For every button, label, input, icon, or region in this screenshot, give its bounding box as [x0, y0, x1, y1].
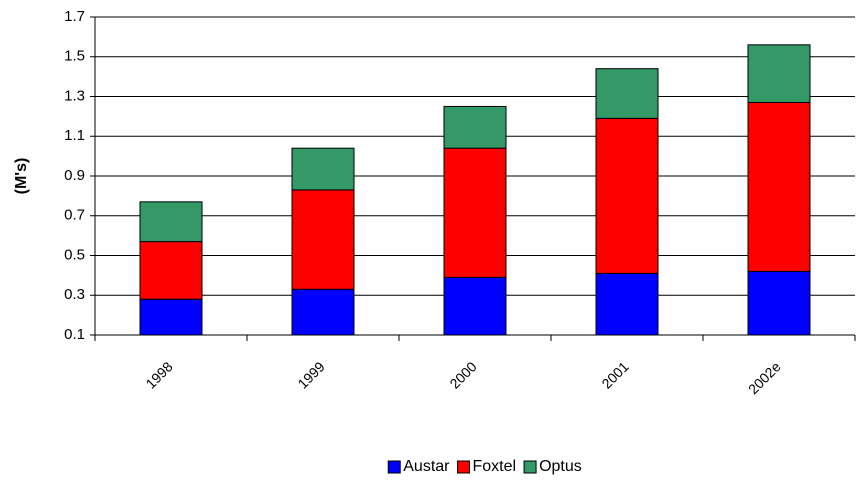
legend-label: Foxtel [472, 458, 516, 475]
legend: Austar Foxtel Optus [387, 458, 582, 475]
legend-swatch [387, 460, 401, 474]
legend-label: Austar [403, 458, 450, 475]
bar-segment [291, 147, 355, 191]
legend-swatch [523, 460, 537, 474]
y-tick-label: 1.5 [64, 48, 85, 65]
y-axis-label: (M's) [13, 158, 30, 195]
x-tick-label: 2000 [446, 358, 479, 391]
y-tick-label: 0.7 [64, 207, 85, 224]
bar-segment [747, 101, 811, 272]
x-tick-label: 1999 [294, 358, 327, 391]
bar-segment [443, 147, 507, 278]
bar-segment [291, 288, 355, 336]
bar-segment [139, 298, 203, 336]
y-tick-label: 0.9 [64, 167, 85, 184]
bar-segment [595, 68, 659, 119]
y-tick-label: 1.1 [64, 127, 85, 144]
x-tick-label: 1998 [142, 358, 175, 391]
y-tick-label: 0.3 [64, 286, 85, 303]
y-tick-label: 0.5 [64, 246, 85, 263]
bar-segment [139, 241, 203, 300]
bar-segment [443, 105, 507, 149]
bar-segment [595, 272, 659, 336]
bar-segment [139, 201, 203, 243]
y-tick-label: 1.7 [64, 8, 85, 25]
bar-segment [595, 117, 659, 274]
bar-segment [443, 276, 507, 336]
y-tick-label: 0.1 [64, 326, 85, 343]
bar-segment [747, 44, 811, 103]
y-tick-label: 1.3 [64, 87, 85, 104]
legend-swatch [456, 460, 470, 474]
legend-label: Optus [539, 458, 582, 475]
bar-segment [747, 270, 811, 336]
x-tick-label: 2002e [745, 358, 784, 397]
x-tick-label: 2001 [598, 358, 631, 391]
bar-segment [291, 189, 355, 290]
